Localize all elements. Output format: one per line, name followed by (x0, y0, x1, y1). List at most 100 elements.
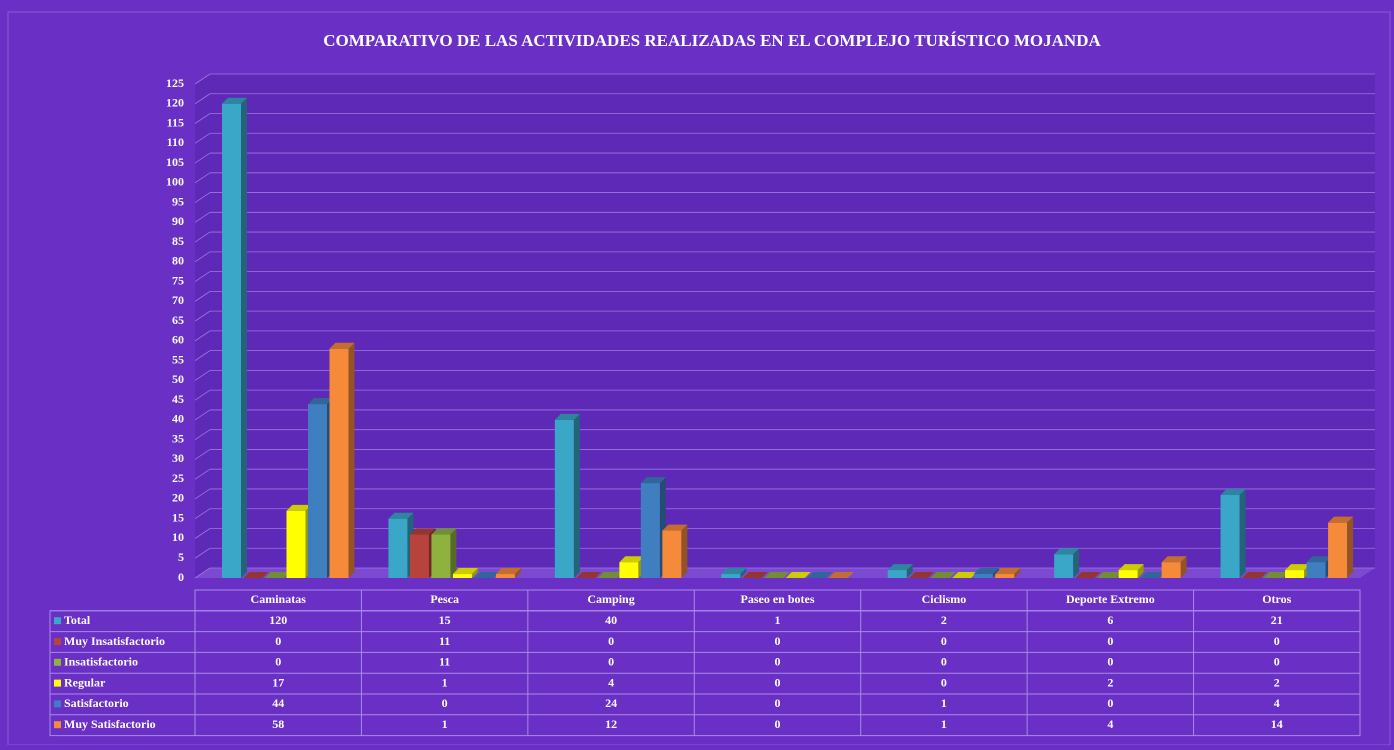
bar (222, 103, 241, 578)
table-value: 0 (941, 634, 947, 648)
bar (554, 419, 574, 578)
grid-line (194, 192, 211, 203)
bar (452, 574, 472, 578)
bar-side (241, 97, 247, 578)
grid-line (194, 93, 211, 105)
bar-top (452, 568, 478, 575)
table-value: 0 (775, 675, 781, 689)
bar-top (265, 572, 290, 578)
bar-side (992, 568, 999, 578)
table-value: 0 (1274, 634, 1280, 648)
x-tick-label: Ciclismo (922, 592, 967, 606)
bar-side (471, 568, 478, 578)
grid-line (194, 251, 211, 263)
legend-swatch (54, 638, 61, 645)
legend-swatch (54, 617, 61, 625)
x-tick-label: Deporte Extremo (1066, 592, 1155, 606)
bar-top (828, 572, 854, 578)
table-value: 0 (1107, 696, 1113, 710)
legend-label: Insatisfactorio (64, 655, 138, 669)
grid-line (194, 370, 211, 381)
table-value: 11 (439, 634, 450, 648)
y-tick-label: 55 (172, 352, 184, 366)
bar (1285, 570, 1305, 578)
bar-side (1347, 516, 1354, 578)
table-value: 0 (775, 655, 781, 669)
y-tick-label: 35 (172, 431, 184, 445)
table-value: 0 (1107, 634, 1113, 648)
grid-line (194, 508, 211, 520)
table-value: 0 (1274, 655, 1280, 669)
y-tick-label: 10 (172, 530, 184, 544)
y-tick-label: 0 (178, 570, 184, 584)
table-value: 0 (608, 634, 614, 648)
table-value: 0 (775, 717, 781, 731)
grid-line (194, 468, 211, 480)
bar (495, 574, 515, 578)
grid-line (194, 350, 211, 361)
bar-side (573, 413, 580, 578)
table-value: 58 (272, 717, 284, 731)
bar-top (1242, 572, 1268, 578)
bar-top (474, 572, 500, 578)
bar-side (740, 568, 747, 578)
bar-top (887, 564, 913, 571)
bar (329, 348, 349, 578)
grid-line (194, 211, 211, 223)
bar-top (952, 572, 978, 578)
grid-line (194, 429, 211, 441)
y-tick-label: 110 (167, 135, 184, 149)
bar-side (1137, 564, 1144, 578)
table-value: 24 (605, 696, 617, 710)
bar-side (681, 524, 688, 578)
bar-side (1014, 568, 1021, 578)
bar-top (243, 572, 269, 578)
table-value: 2 (1274, 675, 1280, 689)
table-value: 2 (1107, 675, 1113, 689)
y-tick-label: 30 (172, 451, 184, 465)
bar-top (1306, 556, 1332, 563)
grid-line (194, 231, 211, 243)
table-value: 4 (608, 675, 614, 689)
bar-side (1180, 556, 1187, 578)
bar-top (597, 572, 623, 578)
y-tick-label: 95 (172, 194, 184, 208)
table-value: 21 (1271, 613, 1283, 627)
bar (1161, 562, 1181, 578)
grid-line (194, 113, 211, 124)
bar-top (329, 342, 355, 349)
bar-side (1239, 489, 1246, 578)
grid-line (194, 291, 211, 302)
bar (662, 530, 682, 578)
legend-swatch (54, 721, 61, 729)
bar-top (1054, 548, 1080, 555)
bar-top (1161, 556, 1187, 563)
bar-side (348, 342, 355, 578)
table-value: 0 (1107, 655, 1113, 669)
bar-top (807, 572, 833, 578)
x-tick-label: Camping (587, 592, 634, 606)
grid-line (194, 547, 211, 559)
bar-side (514, 568, 521, 578)
table-value: 15 (439, 613, 451, 627)
table-value: 1 (442, 717, 448, 731)
table-value: 120 (269, 613, 287, 627)
bar-top (409, 528, 435, 535)
bar-top (662, 524, 688, 531)
bar-top (495, 568, 521, 575)
bar-side (450, 528, 457, 578)
legend-label: Regular (64, 675, 106, 689)
x-tick-label: Otros (1262, 592, 1291, 606)
bar (308, 404, 327, 578)
bar-top (1220, 489, 1246, 496)
bar-top (785, 572, 811, 578)
x-tick-label: Paseo en botes (741, 592, 815, 606)
grid-line (194, 567, 211, 579)
bar-top (388, 512, 414, 519)
table-value: 1 (775, 613, 781, 627)
bar-top (1118, 564, 1144, 571)
bar-top (431, 528, 457, 535)
y-tick-label: 25 (172, 471, 184, 485)
bar-top (554, 413, 580, 420)
grid-line (194, 310, 211, 322)
